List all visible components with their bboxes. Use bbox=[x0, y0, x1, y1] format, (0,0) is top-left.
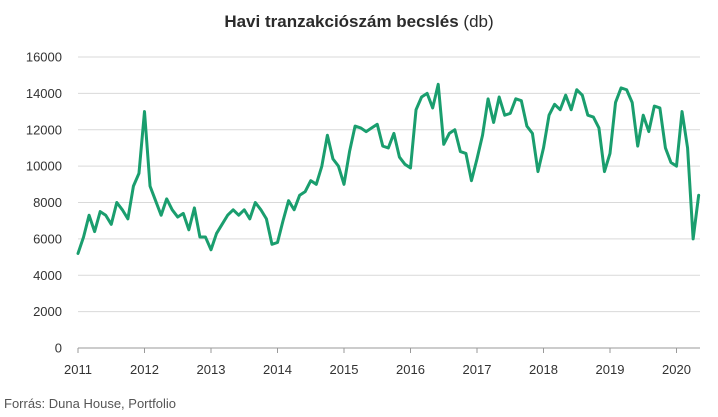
y-tick-label: 4000 bbox=[33, 268, 62, 283]
y-tick-label: 2000 bbox=[33, 304, 62, 319]
x-tick-label: 2016 bbox=[396, 362, 425, 377]
source-note: Forrás: Duna House, Portfolio bbox=[4, 396, 176, 411]
x-tick-label: 2015 bbox=[330, 362, 359, 377]
x-tick-label: 2012 bbox=[130, 362, 159, 377]
chart-title-unit: (db) bbox=[463, 12, 494, 31]
y-tick-label: 12000 bbox=[26, 122, 62, 137]
y-tick-label: 14000 bbox=[26, 86, 62, 101]
x-tick-label: 2019 bbox=[596, 362, 625, 377]
x-tick-label: 2014 bbox=[263, 362, 292, 377]
x-tick-label: 2011 bbox=[64, 362, 92, 377]
chart-title-text: Havi tranzakciószám becslés bbox=[224, 12, 459, 31]
x-tick-label: 2020 bbox=[662, 362, 691, 377]
y-tick-label: 16000 bbox=[26, 50, 62, 65]
y-tick-label: 8000 bbox=[33, 195, 62, 210]
series-line bbox=[76, 82, 701, 255]
x-tick-label: 2013 bbox=[197, 362, 226, 377]
x-tick-label: 2018 bbox=[529, 362, 558, 377]
y-tick-label: 10000 bbox=[26, 159, 62, 174]
y-tick-label: 0 bbox=[55, 341, 62, 356]
x-tick-label: 2017 bbox=[463, 362, 492, 377]
chart-title: Havi tranzakciószám becslés (db) bbox=[0, 12, 718, 32]
y-tick-label: 6000 bbox=[33, 231, 62, 246]
